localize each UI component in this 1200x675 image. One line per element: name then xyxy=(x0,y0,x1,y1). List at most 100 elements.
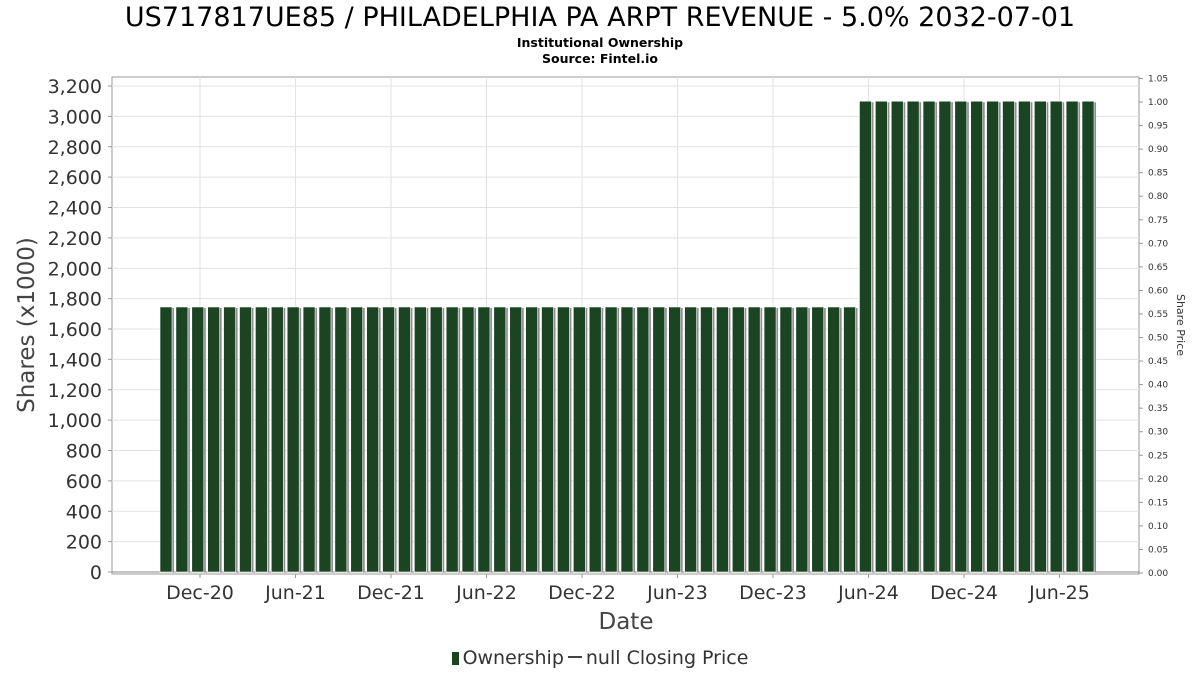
bar-ownership xyxy=(763,306,777,573)
y-tick-label: 200 xyxy=(66,532,102,554)
chart-subtitle: Institutional Ownership xyxy=(516,35,684,50)
bar-ownership xyxy=(191,306,205,573)
bar-ownership xyxy=(318,306,332,573)
y2-tick-label: 0.45 xyxy=(1148,357,1168,367)
y2-tick-label: 0.75 xyxy=(1148,216,1168,226)
x-tick-label: Dec-24 xyxy=(930,582,998,604)
bar-ownership xyxy=(588,306,602,573)
bar-ownership xyxy=(255,306,268,573)
bar-ownership xyxy=(414,306,427,573)
bar-ownership xyxy=(938,100,952,573)
bar-ownership xyxy=(302,306,316,573)
bar-ownership xyxy=(509,306,523,573)
bar-ownership xyxy=(382,306,395,573)
bar-ownership xyxy=(795,306,809,573)
bar-ownership xyxy=(684,306,697,573)
y2-tick-label: 0.85 xyxy=(1148,169,1168,179)
bars-layer xyxy=(159,100,1096,573)
x-tick-label: Dec-20 xyxy=(166,582,234,604)
bar-ownership xyxy=(747,306,761,573)
y-tick-label: 2,800 xyxy=(48,137,102,159)
y-tick-label: 2,600 xyxy=(48,167,102,189)
bar-ownership xyxy=(700,306,713,573)
y-tick-label: 0 xyxy=(90,562,102,584)
legend-price-swatch xyxy=(567,656,582,658)
bar-ownership xyxy=(636,306,650,573)
y2-tick-label: 0.35 xyxy=(1148,404,1168,414)
y2-tick-label: 0.30 xyxy=(1148,428,1168,438)
y-axis-label: Shares (x1000) xyxy=(14,237,40,413)
x-tick-label: Jun-24 xyxy=(837,582,899,604)
x-tick-label: Dec-22 xyxy=(548,582,616,604)
y2-tick-label: 0.05 xyxy=(1148,545,1168,555)
bar-ownership xyxy=(398,306,411,573)
y-tick-label: 2,200 xyxy=(48,228,102,250)
y2-tick-label: 0.20 xyxy=(1148,475,1168,485)
chart-source: Source: Fintel.io xyxy=(542,51,658,66)
bar-ownership xyxy=(239,306,252,573)
y2-tick-label: 0.40 xyxy=(1148,381,1168,391)
y2-tick-label: 0.10 xyxy=(1148,522,1168,532)
bar-ownership xyxy=(668,306,681,573)
y-tick-label: 2,400 xyxy=(48,198,102,220)
bar-ownership xyxy=(827,306,840,573)
bar-ownership xyxy=(159,306,173,573)
bar-ownership xyxy=(286,306,300,573)
legend: Ownership null Closing Price xyxy=(0,647,1200,669)
y2-axis-label: Share Price xyxy=(1174,294,1187,356)
y-tick-label: 1,000 xyxy=(48,410,102,432)
y-tick-label: 1,600 xyxy=(48,319,102,341)
x-tick-label: Jun-23 xyxy=(646,582,708,604)
bar-ownership xyxy=(779,306,793,573)
y2-tick-label: 0.70 xyxy=(1148,239,1168,249)
y-tick-label: 3,000 xyxy=(48,106,102,128)
bar-ownership xyxy=(1065,100,1079,573)
y-tick-label: 3,200 xyxy=(48,76,102,98)
bar-ownership xyxy=(557,306,570,573)
x-tick-label: Jun-22 xyxy=(455,582,517,604)
bar-ownership xyxy=(970,100,984,573)
bar-ownership xyxy=(525,306,538,573)
bar-ownership xyxy=(175,306,189,573)
bar-ownership xyxy=(716,306,729,573)
y-tick-label: 1,200 xyxy=(48,380,102,402)
x-tick-label: Dec-23 xyxy=(739,582,807,604)
x-axis-label: Date xyxy=(599,609,654,635)
legend-price-label: null Closing Price xyxy=(585,647,749,669)
y2-tick-label: 0.55 xyxy=(1148,310,1168,320)
bar-ownership xyxy=(461,306,475,573)
bar-ownership xyxy=(811,306,825,573)
y-tick-label: 2,000 xyxy=(48,258,102,280)
bar-ownership xyxy=(477,306,491,573)
x-axis: Dec-20 Jun-21 Dec-21 Jun-22 Dec-22 Jun-23 Dec-… xyxy=(166,574,1090,604)
bar-ownership xyxy=(445,306,459,573)
legend-ownership-swatch xyxy=(451,652,459,665)
y2-tick-label: 0.95 xyxy=(1148,122,1168,132)
bar-ownership xyxy=(1081,100,1095,573)
y2-tick-label: 0.90 xyxy=(1148,145,1168,155)
bar-ownership xyxy=(954,100,968,573)
bar-ownership xyxy=(986,100,999,573)
bar-ownership xyxy=(890,100,904,573)
y2-tick-label: 0.60 xyxy=(1148,286,1168,296)
y2-tick-label: 0.15 xyxy=(1148,498,1168,508)
bar-ownership xyxy=(922,100,936,573)
bar-ownership xyxy=(604,306,618,573)
y2-tick-label: 1.05 xyxy=(1148,75,1168,85)
bar-ownership xyxy=(366,306,379,573)
bar-ownership xyxy=(350,306,364,573)
y-tick-label: 1,400 xyxy=(48,349,102,371)
bar-ownership xyxy=(731,306,745,573)
y2-axis: 0.00 0.05 0.10 0.15 0.20 0.25 0.30 0.35 0.40 0.45… xyxy=(1139,75,1168,579)
y2-tick-label: 0.25 xyxy=(1148,451,1168,461)
bar-ownership xyxy=(207,306,220,573)
bar-ownership xyxy=(652,306,666,573)
bar-ownership xyxy=(906,100,920,573)
y2-tick-label: 0.65 xyxy=(1148,263,1168,273)
bar-ownership xyxy=(493,306,507,573)
bar-ownership xyxy=(334,306,348,573)
y-tick-label: 400 xyxy=(66,501,102,523)
y-tick-label: 1,800 xyxy=(48,289,102,311)
bar-ownership xyxy=(1002,100,1015,573)
bar-ownership xyxy=(223,306,236,573)
